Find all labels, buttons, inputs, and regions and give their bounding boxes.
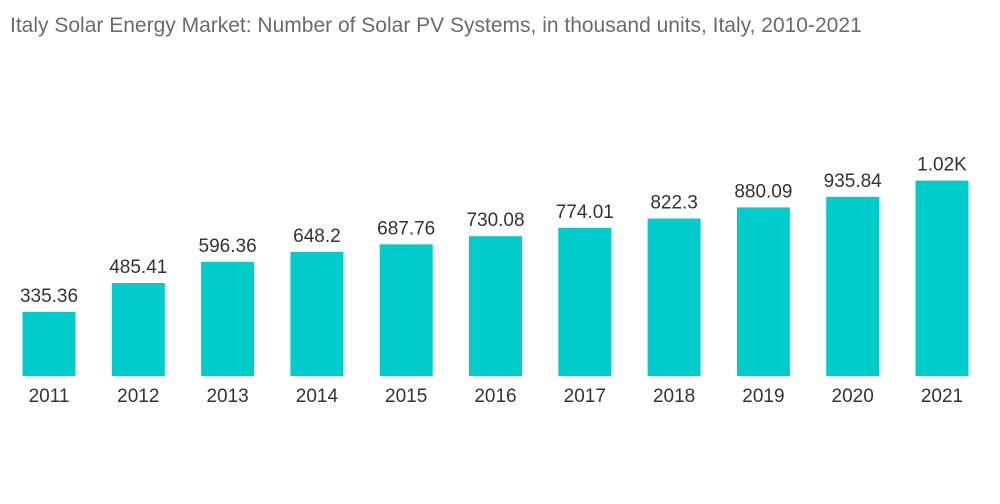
bar-2016 [469, 236, 522, 376]
bar-2019 [736, 207, 790, 376]
bar-2018 [647, 218, 701, 376]
bars-group [22, 180, 969, 376]
x-tick-label-2013: 2013 [206, 386, 248, 407]
x-tick-label-2021: 2021 [921, 386, 963, 407]
x-tick-label-2012: 2012 [117, 386, 159, 407]
data-label-2017: 774.01 [556, 202, 614, 223]
bar-2020 [826, 196, 880, 376]
data-label-2012: 485.41 [109, 257, 167, 278]
data-label-2018: 822.3 [650, 193, 698, 214]
bar-2021 [915, 180, 969, 376]
data-label-2011: 335.36 [20, 286, 78, 307]
x-tick-label-2018: 2018 [653, 386, 695, 407]
data-label-2013: 596.36 [199, 236, 257, 257]
bar-2012 [111, 283, 165, 376]
x-tick-label-2019: 2019 [742, 386, 784, 407]
data-label-2014: 648.2 [293, 226, 341, 247]
x-tick-label-2011: 2011 [29, 386, 70, 407]
bar-2017 [558, 227, 612, 376]
chart-title: Italy Solar Energy Market: Number of Sol… [10, 14, 862, 37]
bar-2013 [201, 261, 255, 376]
data-label-2021: 1.02K [917, 155, 967, 176]
x-axis-tick-labels: 2011 2012 2013 2014 2015 2016 2017 2018 2019 2020… [29, 386, 964, 407]
x-tick-label-2016: 2016 [474, 386, 516, 407]
x-tick-label-2020: 2020 [832, 386, 874, 407]
data-label-2016: 730.08 [466, 210, 524, 231]
bar-2015 [379, 244, 433, 376]
data-label-2019: 880.09 [734, 181, 792, 202]
bar-2014 [290, 251, 344, 376]
bar-2011 [22, 311, 76, 376]
data-label-2015: 687.76 [377, 218, 435, 239]
x-tick-label-2015: 2015 [385, 386, 427, 407]
data-labels-group: 335.36 485.41 596.36 648.2 687.76 730.08 774.0… [20, 155, 967, 307]
data-label-2020: 935.84 [824, 171, 883, 192]
x-tick-label-2014: 2014 [296, 386, 339, 407]
x-tick-label-2017: 2017 [564, 386, 606, 407]
